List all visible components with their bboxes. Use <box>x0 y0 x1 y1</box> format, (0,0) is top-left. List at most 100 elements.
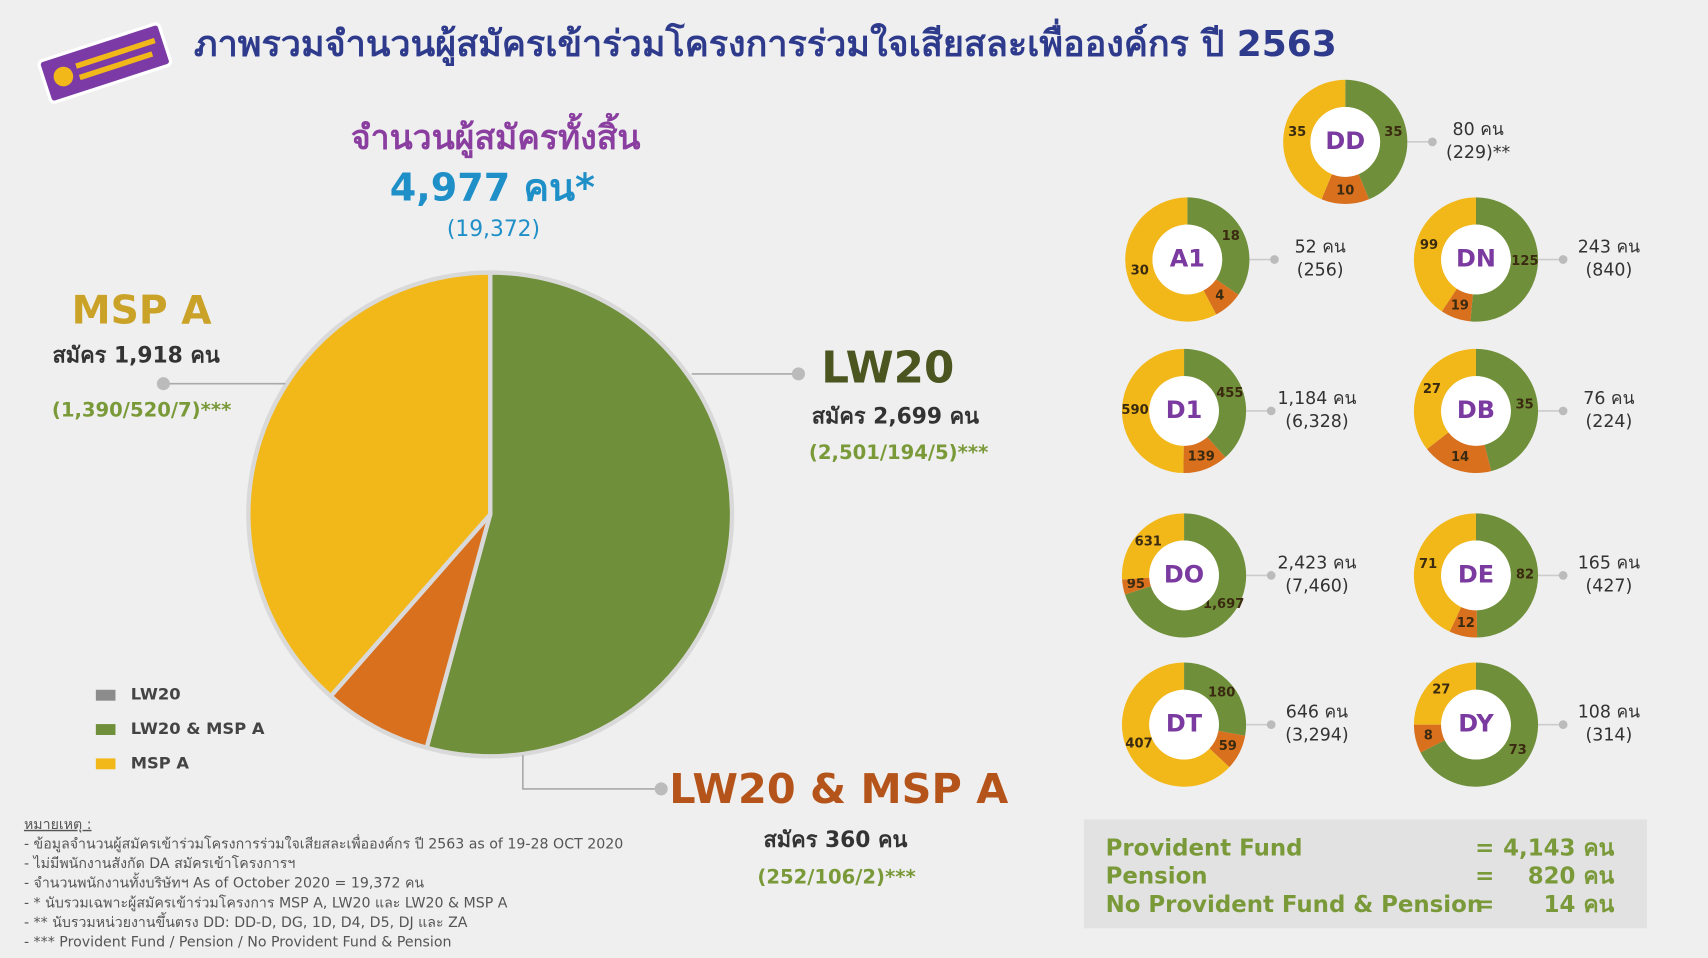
donut-value-label: 180 <box>1208 686 1235 701</box>
donut-value-label: 8 <box>1424 728 1433 743</box>
donut-value-label: 27 <box>1423 382 1441 397</box>
donut-value-label: 1,697 <box>1203 597 1244 612</box>
pie-subtitle: (19,372) <box>447 217 540 242</box>
donut-total: 646 คน <box>1286 703 1348 723</box>
summary-value: 820 คน <box>1528 864 1615 890</box>
donut-value-label: 407 <box>1125 737 1152 752</box>
donut-value-label: 35 <box>1516 397 1534 412</box>
leader-dot <box>654 782 668 796</box>
donut-value-label: 35 <box>1384 125 1402 140</box>
donut-segment <box>1184 662 1247 736</box>
legend-label: LW20 & MSP A <box>131 719 265 738</box>
donut-value-label: 71 <box>1419 557 1437 572</box>
note-line: - ข้อมูลจำนวนผู้สมัครเข้าร่วมโครงการร่วม… <box>24 833 623 852</box>
donut-sub-label: (427) <box>1585 576 1632 596</box>
leader-dot <box>1558 571 1568 580</box>
summary-label: Pension <box>1106 864 1208 890</box>
donut-sub-label: (224) <box>1585 412 1632 432</box>
slice-breakdown: (252/106/2)*** <box>757 866 915 889</box>
donut-value-label: 631 <box>1135 534 1162 549</box>
pie-total: 4,977 คน* <box>390 165 595 209</box>
donut-segment <box>1426 432 1492 474</box>
donut-center-label: DN <box>1456 245 1496 273</box>
donut-value-label: 82 <box>1516 567 1534 582</box>
donut-segment <box>1449 606 1478 638</box>
donut-center-label: DT <box>1166 710 1203 738</box>
summary-value: 14 คน <box>1544 892 1615 918</box>
donut-segment <box>1203 279 1239 315</box>
slice-value-label: สมัคร 1,918 คน <box>52 343 219 368</box>
donut-total: 76 คน <box>1583 389 1634 409</box>
donut-segment <box>1413 662 1476 725</box>
summary-label: No Provident Fund & Pension <box>1106 892 1483 918</box>
donut-segment <box>1121 348 1185 474</box>
pie-title: จำนวนผู้สมัครทั้งสิ้น <box>351 112 641 159</box>
donut-value-label: 18 <box>1222 229 1240 244</box>
donut-segment <box>1121 513 1185 580</box>
donut-total: 52 คน <box>1295 238 1346 258</box>
donut-value-label: 30 <box>1131 264 1149 279</box>
slice-name: LW20 & MSP A <box>669 765 1008 813</box>
donut-value-label: 73 <box>1509 743 1527 758</box>
donut-hole <box>1149 540 1219 611</box>
donut-segment <box>1124 513 1247 638</box>
donut-value-label: 27 <box>1432 682 1450 697</box>
donut-sub-label: (6,328) <box>1285 412 1348 432</box>
donut-value-label: 95 <box>1127 577 1145 592</box>
donut-value-label: 14 <box>1451 450 1469 465</box>
note-line: - * นับรวมเฉพาะผู้สมัครเข้าร่วมโครงการ M… <box>24 894 508 911</box>
legend-label: LW20 <box>131 685 181 704</box>
donut-segment <box>1475 348 1539 472</box>
donut-hole <box>1149 689 1219 760</box>
donut-hole <box>1152 224 1223 295</box>
logo-stripe <box>78 51 154 81</box>
leader-dot <box>1558 255 1568 264</box>
donut-total: 243 คน <box>1578 238 1640 258</box>
logo <box>37 22 173 104</box>
donut-value-label: 590 <box>1121 403 1148 418</box>
note-line: - *** Provident Fund / Pension / No Prov… <box>24 934 452 950</box>
slice-name: LW20 <box>821 344 954 394</box>
summary-equals: = <box>1475 835 1494 861</box>
note-line: - ไม่มีพนักงานสังกัด DA สมัครเข้าโครงการ… <box>24 855 295 872</box>
summary-equals: = <box>1475 864 1494 890</box>
leader-dot <box>1428 137 1437 147</box>
donut-segment <box>1184 348 1247 458</box>
donut-segment <box>1475 513 1539 638</box>
donut-value-label: 4 <box>1215 289 1224 304</box>
donut-segment <box>1209 730 1246 768</box>
donut-center-label: D1 <box>1166 396 1203 424</box>
legend-swatch <box>95 689 116 701</box>
leader-dot <box>1270 255 1279 264</box>
notes-heading: หมายเหตุ : <box>24 817 92 833</box>
donut-segment <box>1121 662 1230 787</box>
leader-dot <box>791 367 805 381</box>
slice-value-label: สมัคร 2,699 คน <box>812 404 979 429</box>
donut-sub-label: (3,294) <box>1285 726 1348 746</box>
slice-breakdown: (1,390/520/7)*** <box>52 398 231 421</box>
donut-segment <box>1413 197 1476 312</box>
slice-name: MSP A <box>72 288 213 333</box>
donut-center-label: DY <box>1458 710 1494 738</box>
donut-sub-label: (229)** <box>1446 143 1511 163</box>
leader-dot <box>1266 571 1276 580</box>
donut-center-label: DB <box>1457 396 1495 424</box>
donut-center-label: A1 <box>1170 245 1205 273</box>
donut-sub-label: (7,460) <box>1285 576 1348 596</box>
donut-value-label: 125 <box>1511 254 1538 269</box>
donut-value-label: 139 <box>1188 449 1215 464</box>
donut-segment <box>1413 513 1476 632</box>
donut-hole <box>1441 224 1511 295</box>
donut-value-label: 99 <box>1420 238 1438 253</box>
slice-value-label: สมัคร 360 คน <box>764 828 908 853</box>
donut-center-label: DE <box>1458 560 1494 588</box>
donut-hole <box>1441 540 1511 611</box>
donut-segment <box>1413 348 1476 450</box>
note-line: - จำนวนพนักงานทั้งบริษัทฯ As of October … <box>24 873 424 892</box>
donut-total: 108 คน <box>1578 703 1640 723</box>
donut-total: 80 คน <box>1453 120 1504 140</box>
slice-breakdown: (2,501/194/5)*** <box>809 441 988 464</box>
page-title: ภาพรวมจำนวนผู้สมัครเข้าร่วมโครงการร่วมใจ… <box>194 18 1337 67</box>
leader-dot <box>1266 720 1276 729</box>
